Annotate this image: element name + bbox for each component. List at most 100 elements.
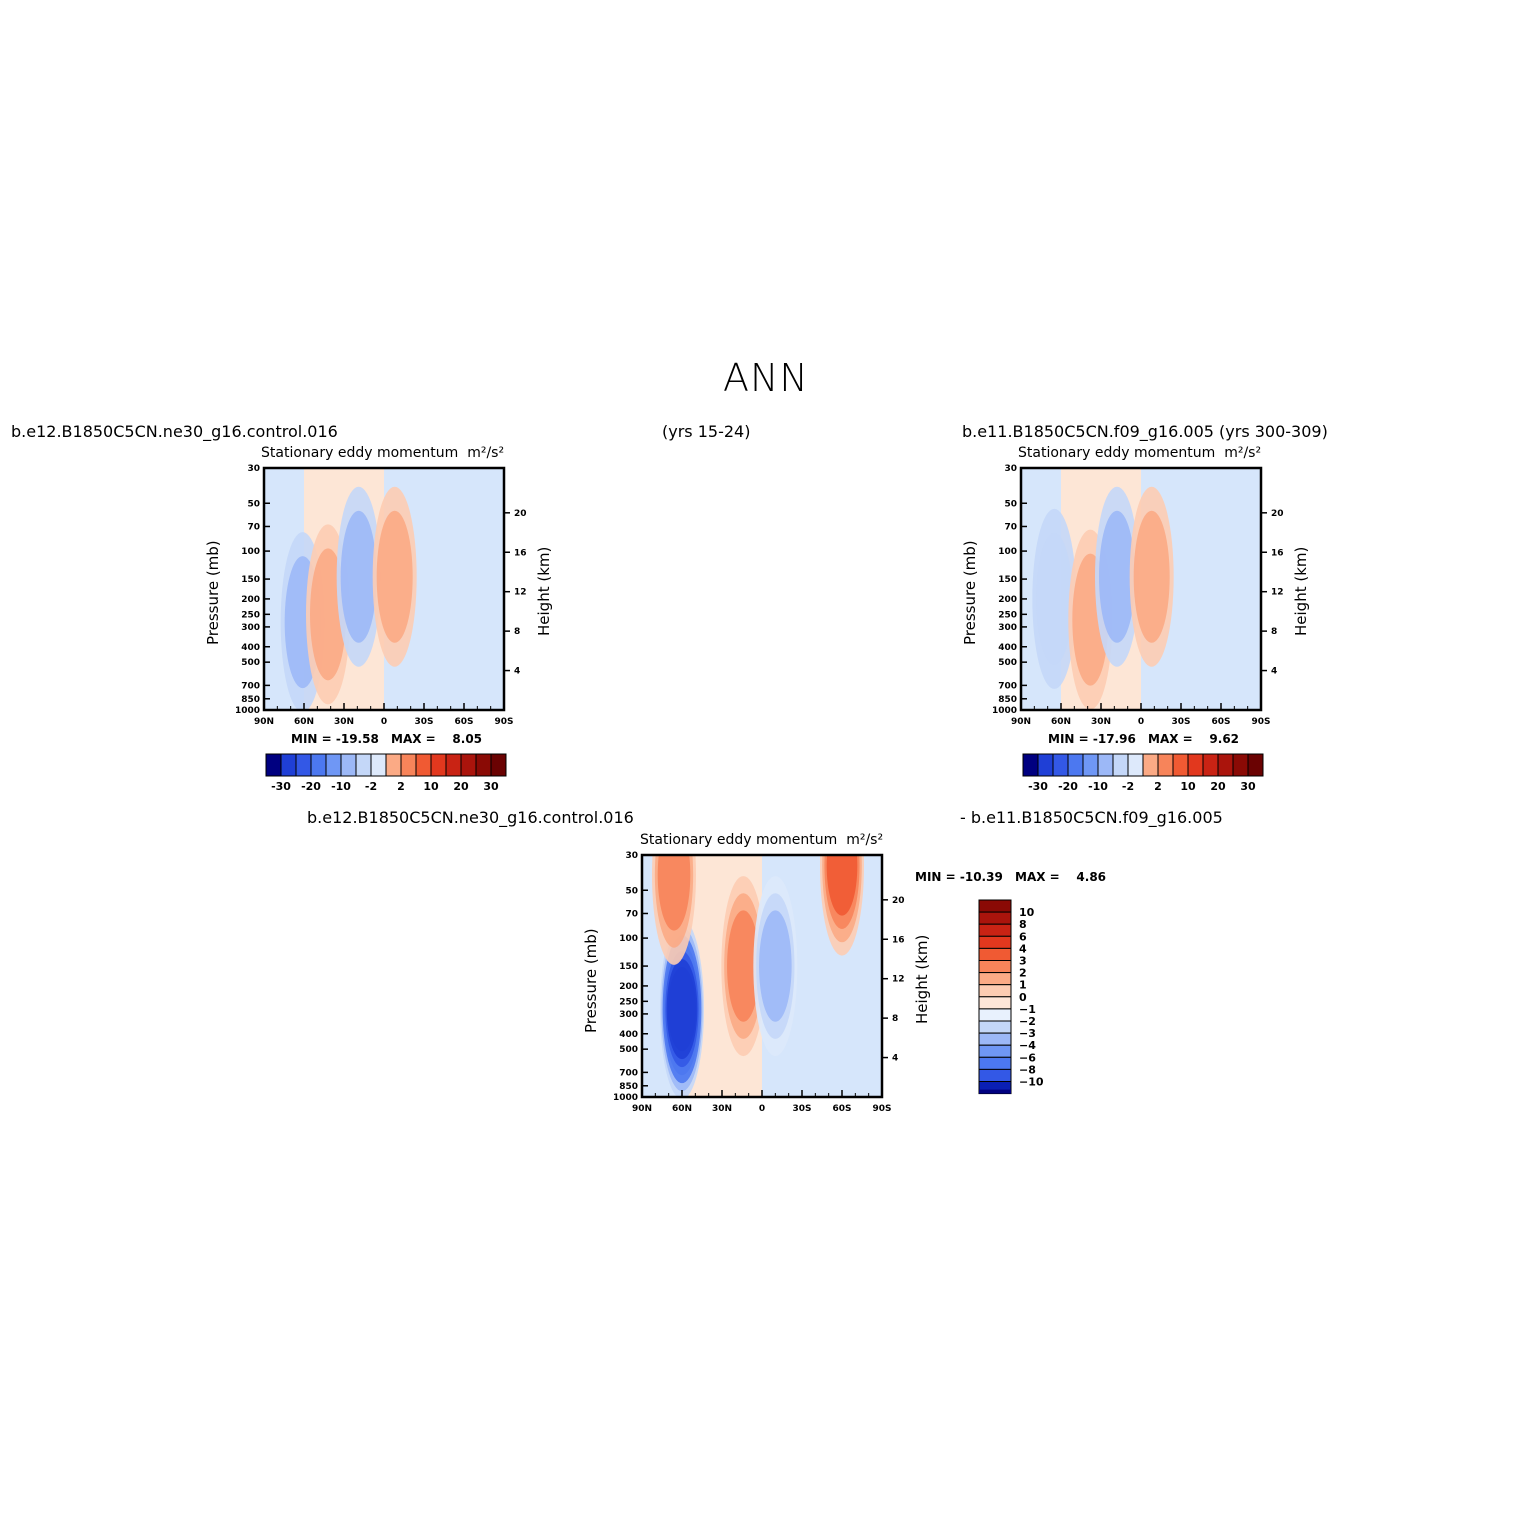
- panel1-ytick-label: 150: [241, 575, 260, 585]
- panel3-colorbar-label: −1: [1019, 1003, 1036, 1016]
- panel1-colorbar-label: 20: [453, 780, 469, 793]
- panel3-ytick-label: 700: [619, 1068, 638, 1078]
- panel1-colorbar: -30 -20 -10 -2 2 10 20 30: [265, 753, 507, 793]
- panel2-ytick-right-label: 12: [1271, 588, 1284, 598]
- panel3-ytick-label: 300: [619, 1010, 638, 1020]
- panel3-ytick-right-label: 16: [892, 935, 905, 945]
- panel2-colorbar-box: [1052, 753, 1069, 777]
- panel2-colorbar-box: [1232, 753, 1249, 777]
- panel3-title-text: Stationary eddy momentum: [640, 832, 838, 848]
- panel1-xtick-label: 60S: [454, 717, 473, 727]
- panel1-ytick-right-label: 12: [514, 588, 527, 598]
- panel1-ytick-label: 70: [247, 522, 260, 532]
- panel3-ytick-label: 400: [619, 1030, 638, 1040]
- panel3-colorbar-label: 10: [1019, 906, 1035, 919]
- panel2-colorbar-label: 2: [1154, 780, 1162, 793]
- panel3-xtick-label: 0: [759, 1104, 765, 1114]
- header-mid-years: (yrs 15-24): [662, 422, 751, 441]
- panel2-title-text: Stationary eddy momentum: [1018, 445, 1216, 461]
- panel3-ytick-right-label: 20: [892, 896, 905, 906]
- panel2-ytick-label: 30: [1004, 464, 1017, 474]
- panel3-xtick-label: 90N: [632, 1104, 652, 1114]
- panel2-ytick-label: 150: [998, 575, 1017, 585]
- panel3-xtick-label: 90S: [872, 1104, 891, 1114]
- panel3-colorbar-box: [978, 960, 1012, 974]
- panel2-units: m²/s²: [1224, 445, 1262, 461]
- panel1-xtick-label: 30N: [334, 717, 354, 727]
- panel2-max: MAX = 9.62: [1148, 732, 1240, 746]
- panel2-feature-2-level-1: [1099, 510, 1135, 643]
- panel1-colorbar-box: [400, 753, 417, 777]
- panel1-ytick-label: 850: [241, 695, 260, 705]
- panel3-colorbar-label: 4: [1019, 942, 1027, 955]
- panel3-xtick-label: 60N: [672, 1104, 692, 1114]
- panel2-field: [1021, 468, 1261, 710]
- panel1-colorbar-box: [310, 753, 327, 777]
- panel1-colorbar-label: 30: [483, 780, 499, 793]
- panel2-colorbar-box: [1127, 753, 1144, 777]
- panel2-ytick-right-label: 20: [1271, 509, 1284, 519]
- panel2-colorbar-box: [1037, 753, 1054, 777]
- panel1-xtick-label: 30S: [414, 717, 433, 727]
- panel3-ytick-label: 150: [619, 962, 638, 972]
- panel2-ytick-label: 300: [998, 623, 1017, 633]
- panel1-colorbar-box: [385, 753, 402, 777]
- panel1-colorbar-box: [460, 753, 477, 777]
- panel2-colorbar-label: -10: [1088, 780, 1108, 793]
- panel3-colorbar-box: [978, 984, 1012, 998]
- panel3-colorbar-box: [978, 1044, 1012, 1058]
- panel1-title-text: Stationary eddy momentum: [261, 445, 459, 461]
- panel3-xtick-label: 30S: [792, 1104, 811, 1114]
- panel3-colorbar-box: [978, 1008, 1012, 1022]
- panel2-colorbar-box: [1217, 753, 1234, 777]
- panel1-xtick-label: 60N: [294, 717, 314, 727]
- panel2-feature-3-level-1: [1133, 510, 1170, 643]
- panel3-feature-4-level-3: [826, 855, 858, 916]
- panel1-ytick-label: 700: [241, 681, 260, 691]
- panel3-ytick-label: 100: [619, 934, 638, 944]
- panel3-colorbar-box: [978, 947, 1012, 962]
- panel2-xtick-label: 60S: [1211, 717, 1230, 727]
- panel2-xtick-label: 30N: [1091, 717, 1111, 727]
- panel1-ytick-label: 200: [241, 595, 260, 605]
- panel2-ytick-right-label: 16: [1271, 548, 1284, 558]
- header-right-run: b.e11.B1850C5CN.f09_g16.005 (yrs 300-309…: [962, 422, 1328, 441]
- panel1-field: [264, 468, 504, 710]
- panel2-colorbar-label: -30: [1028, 780, 1048, 793]
- panel3-title: Stationary eddy momentum m²/s²: [640, 832, 883, 848]
- panel1-xtick-label: 0: [381, 717, 387, 727]
- panel3-colorbar-label: 1: [1019, 979, 1027, 992]
- panel1-colorbar-label: 2: [397, 780, 405, 793]
- panel2-ytick-label: 850: [998, 695, 1017, 705]
- panel1-colorbar-box: [370, 753, 387, 777]
- panel2-min: MIN = -17.96: [1048, 732, 1136, 746]
- panel1-colorbar-label: -10: [331, 780, 351, 793]
- panel3-ytick-label: 250: [619, 997, 638, 1007]
- panel2-ytick-label: 400: [998, 643, 1017, 653]
- panel1-ytick-label: 500: [241, 658, 260, 668]
- panel1-xtick-label: 90N: [254, 717, 274, 727]
- panel2-ytick-label: 100: [998, 547, 1017, 557]
- panel3-ytick-right-label: 8: [892, 1014, 898, 1024]
- panel2-colorbar-box: [1022, 753, 1039, 777]
- panel1-colorbar-box: [445, 753, 462, 777]
- panel3-colorbar-box: [978, 1068, 1012, 1082]
- panel2-xtick-label: 60N: [1051, 717, 1071, 727]
- panel2-ytick-label: 200: [998, 595, 1017, 605]
- panel1-colorbar-box: [415, 753, 432, 777]
- panel3-colorbar-box: [978, 1020, 1012, 1034]
- panel1-ytick-label: 250: [241, 610, 260, 620]
- panel2-colorbar-label: 10: [1180, 780, 1196, 793]
- panel2-xtick-label: 90N: [1011, 717, 1031, 727]
- panel3-colorbar-box: [978, 996, 1012, 1010]
- panel3-colorbar-label: 6: [1019, 930, 1027, 943]
- diff-left-run: b.e12.B1850C5CN.ne30_g16.control.016: [307, 808, 634, 827]
- panel3-colorbar-label: −2: [1019, 1015, 1036, 1028]
- panel1-colorbar-box: [265, 753, 282, 777]
- panel3-colorbar-label: 8: [1019, 918, 1027, 931]
- panel3-feature-0-level-6: [668, 967, 696, 1052]
- panel2-title: Stationary eddy momentum m²/s²: [1018, 445, 1261, 461]
- panel3-ytick-label: 30: [625, 851, 638, 861]
